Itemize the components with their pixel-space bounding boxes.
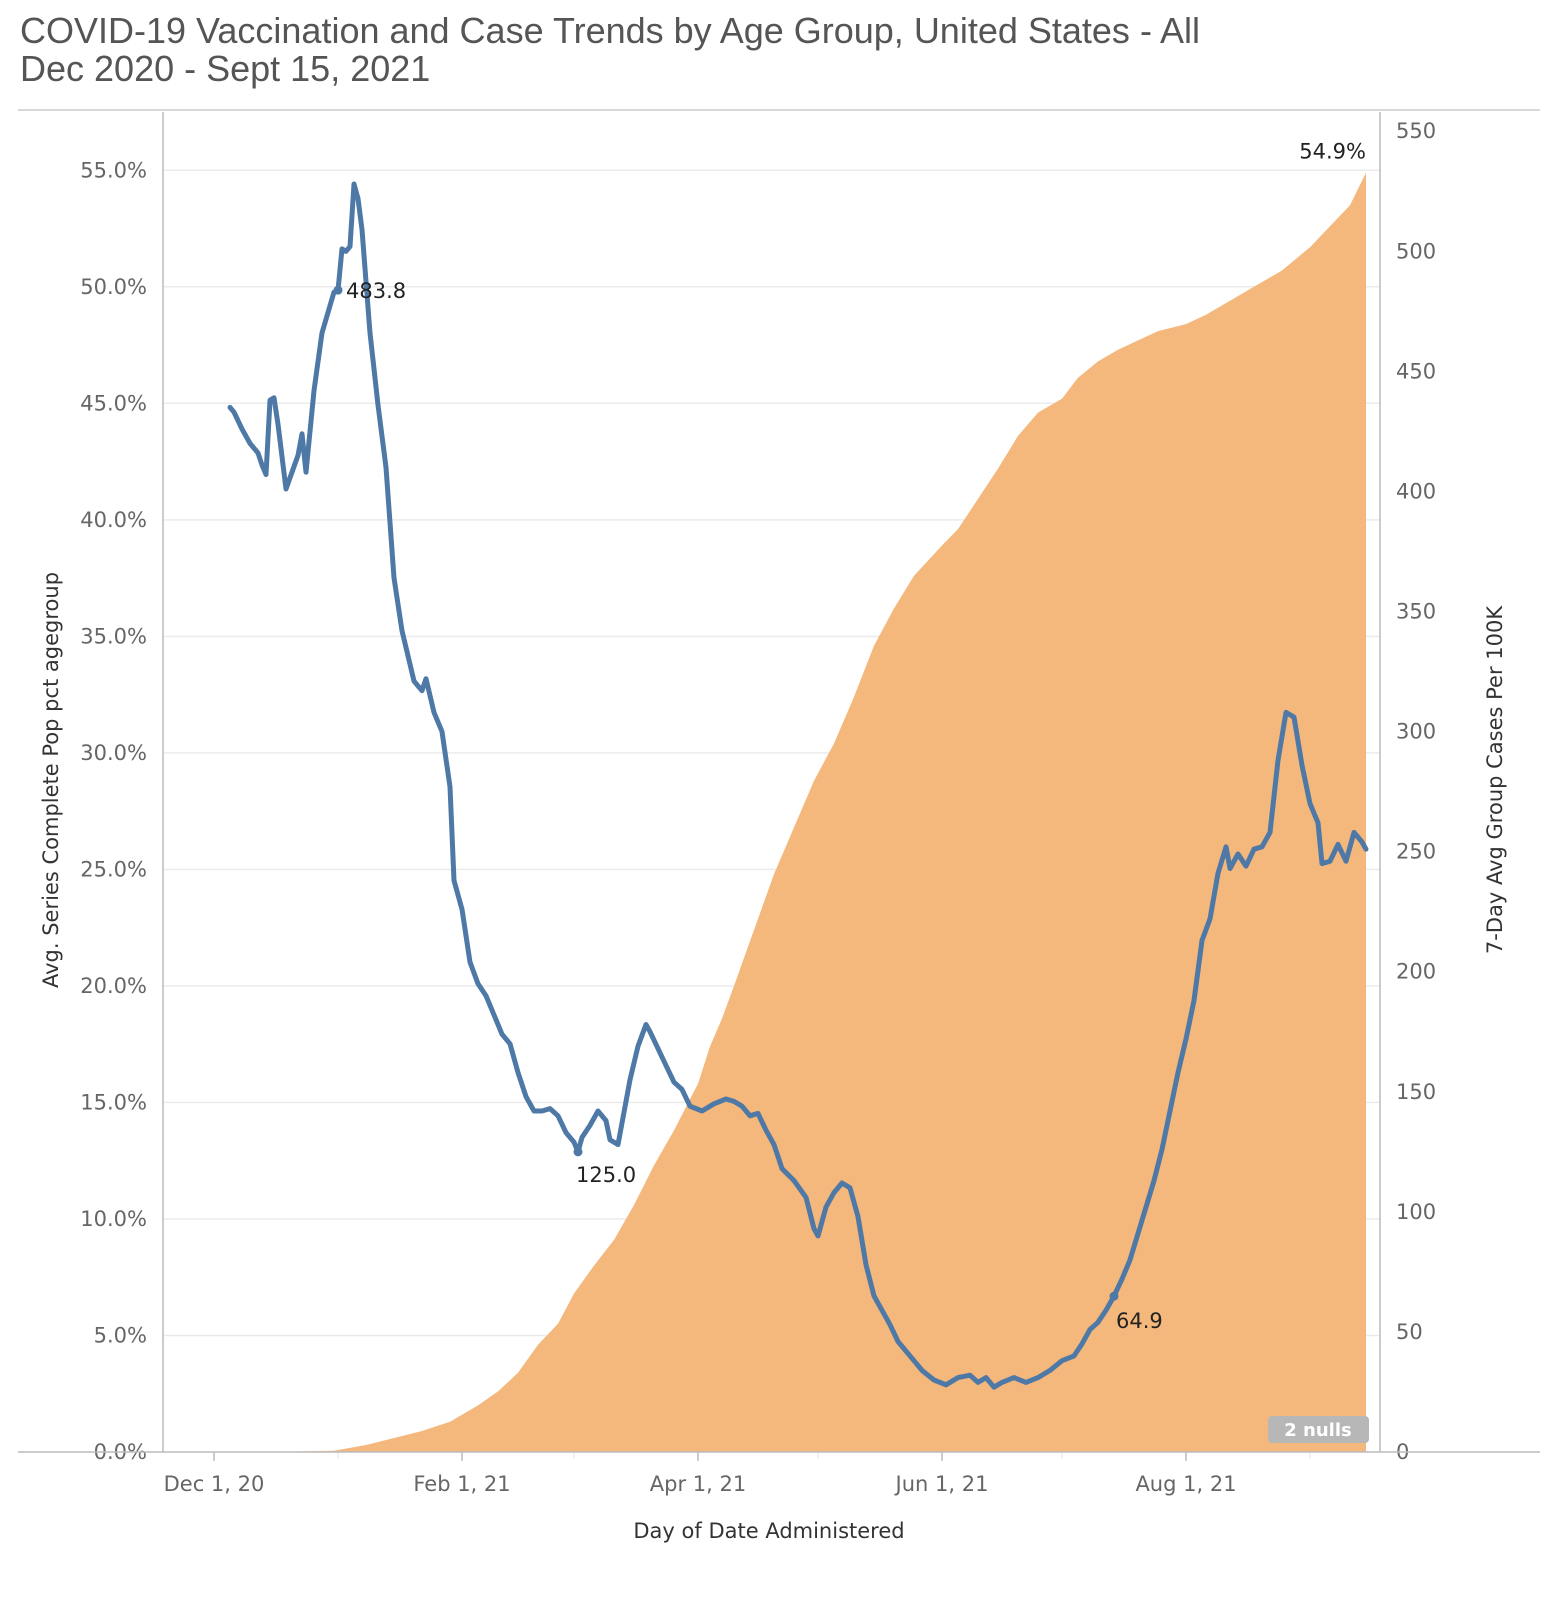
y-left-tick-label: 50.0% <box>80 275 147 299</box>
y-right-tick-label: 200 <box>1396 960 1436 984</box>
y-right-tick-label: 150 <box>1396 1080 1436 1104</box>
line-series-cases <box>227 181 1369 1390</box>
y-left-tick-label: 5.0% <box>94 1323 147 1347</box>
chart-title-line-1: COVID-19 Vaccination and Case Trends by … <box>20 10 1200 51</box>
y-left-tick-label: 20.0% <box>80 974 147 998</box>
data-label: 64.9 <box>1116 1309 1163 1333</box>
data-label: 483.8 <box>346 279 406 303</box>
data-point-marker <box>333 285 343 295</box>
y-right-tick-label: 50 <box>1396 1320 1423 1344</box>
x-tick-label: Apr 1, 21 <box>650 1472 746 1496</box>
y-right-tick-label: 350 <box>1396 599 1436 623</box>
x-tick-label: Feb 1, 21 <box>413 1472 510 1496</box>
y-right-tick-label: 400 <box>1396 479 1436 503</box>
data-point-marker <box>573 1147 583 1157</box>
y-left-tick-label: 40.0% <box>80 508 147 532</box>
data-point-marker <box>1109 1291 1119 1301</box>
x-tick-label: Jun 1, 21 <box>894 1472 989 1496</box>
data-label: 125.0 <box>576 1163 636 1187</box>
y-left-tick-label: 55.0% <box>80 158 147 182</box>
y-left-tick-label: 10.0% <box>80 1207 147 1231</box>
x-axis-title: Day of Date Administered <box>633 1519 904 1543</box>
y-right-tick-label: 250 <box>1396 840 1436 864</box>
y-left-tick-label: 45.0% <box>80 391 147 415</box>
y-right-tick-label: 500 <box>1396 239 1436 263</box>
y-left-tick-label: 30.0% <box>80 741 147 765</box>
y-right-tick-label: 550 <box>1396 119 1436 143</box>
chart-title: COVID-19 Vaccination and Case Trends by … <box>20 12 1200 88</box>
null-badge-label: 2 nulls <box>1284 1420 1351 1441</box>
y-right-tick-label: 450 <box>1396 359 1436 383</box>
y-left-tick-label: 15.0% <box>80 1090 147 1114</box>
x-tick-label: Dec 1, 20 <box>164 1472 265 1496</box>
y-left-tick-label: 35.0% <box>80 624 147 648</box>
null-badge <box>1268 1416 1369 1443</box>
y-left-axis-title: Avg. Series Complete Pop pct agegroup <box>39 572 63 988</box>
y-right-tick-label: 300 <box>1396 720 1436 744</box>
chart-title-line-2: Dec 2020 - Sept 15, 2021 <box>20 48 431 89</box>
data-label: 54.9% <box>1299 140 1366 164</box>
y-right-axis-title: 7-Day Avg Group Cases Per 100K <box>1483 605 1507 954</box>
y-left-tick-label: 25.0% <box>80 857 147 881</box>
x-tick-label: Aug 1, 21 <box>1135 1472 1236 1496</box>
y-right-tick-label: 100 <box>1396 1200 1436 1224</box>
area-series-vaccination <box>266 172 1366 1453</box>
